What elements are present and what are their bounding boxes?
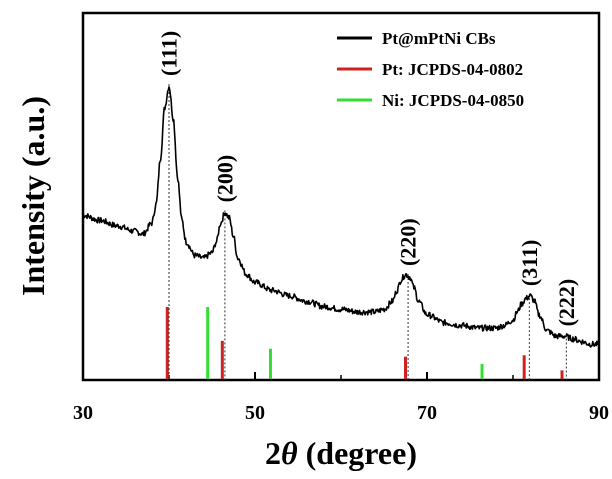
peak-label: (220) <box>396 218 421 266</box>
x-axis-label: 2θ (degree) <box>265 435 417 471</box>
peak-guide-lines <box>168 84 567 380</box>
x-axis-label-symbol: θ <box>281 435 298 471</box>
x-tick-label: 50 <box>245 402 265 424</box>
x-axis-label-suffix: (degree) <box>298 435 417 471</box>
peak-label: (311) <box>517 240 542 286</box>
peak-labels: (111) (200) (220) (311) (222) <box>157 31 579 327</box>
y-axis-label: Intensity (a.u.) <box>15 96 51 296</box>
reference-sticks <box>165 307 564 379</box>
x-tick-label: 70 <box>417 402 437 424</box>
legend-label-0: Pt@mPtNi CBs <box>382 29 496 48</box>
peak-label: (111) <box>157 31 182 76</box>
legend: Pt@mPtNi CBs Pt: JCPDS-04-0802 Ni: JCPDS-0… <box>337 29 524 110</box>
series-line-pt-mptni <box>82 86 600 348</box>
legend-label-2: Ni: JCPDS-04-0850 <box>382 91 524 110</box>
data-series <box>82 86 600 348</box>
x-tick-label: 30 <box>73 402 93 424</box>
x-tick-label: 90 <box>589 402 609 424</box>
x-axis-label-prefix: 2 <box>265 435 281 471</box>
legend-label-1: Pt: JCPDS-04-0802 <box>382 60 523 79</box>
peak-label: (222) <box>554 279 579 327</box>
peak-label: (200) <box>212 155 237 203</box>
